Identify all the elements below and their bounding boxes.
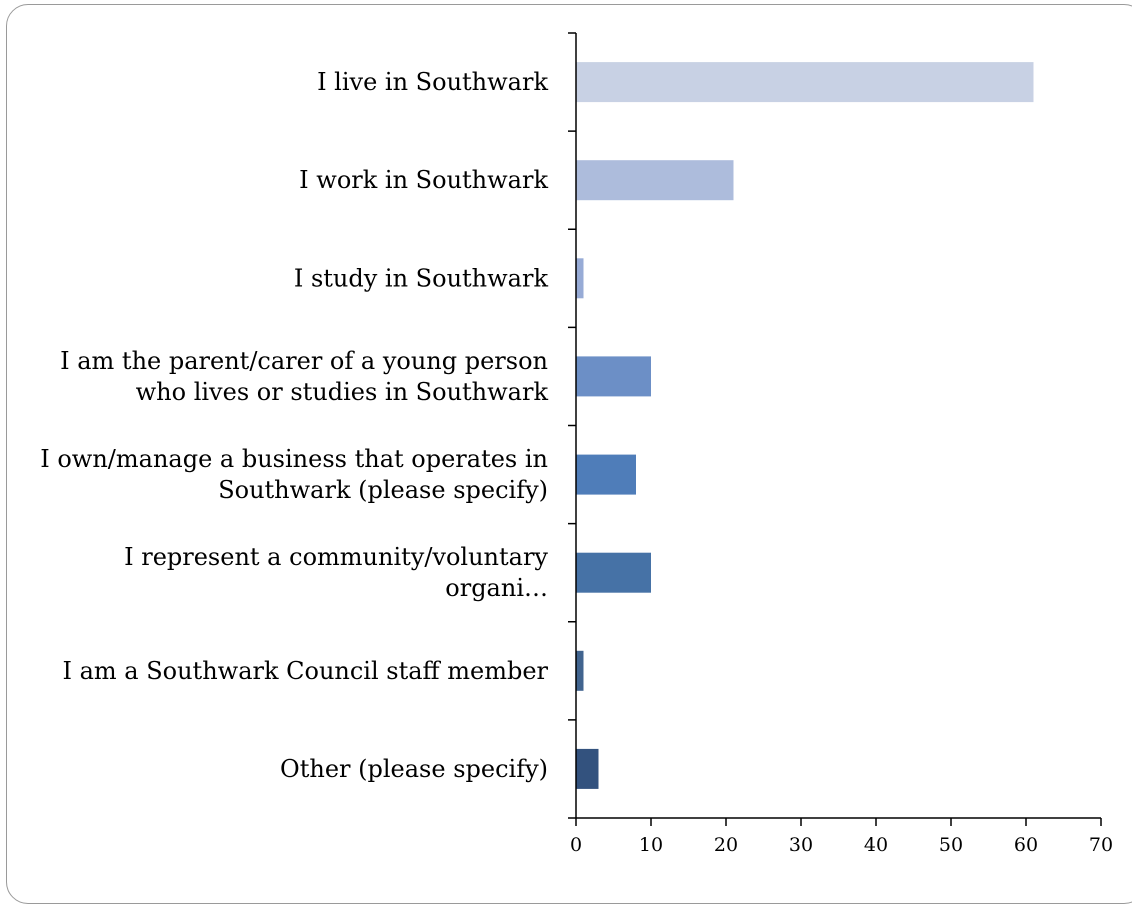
bar-1 — [576, 160, 734, 201]
x-tick-label-3: 30 — [789, 834, 813, 856]
bar-2 — [576, 258, 584, 299]
bars-group — [576, 62, 1034, 789]
bar-4 — [576, 454, 636, 495]
category-label-6: I am a Southwark Council staff member — [62, 657, 548, 685]
category-label-7: Other (please specify) — [280, 755, 548, 783]
category-labels: I live in Southwark I work in Southwark I … — [40, 68, 548, 783]
bar-5 — [576, 552, 651, 593]
x-tick-label-0: 0 — [570, 834, 582, 856]
tick-labels: 0 10 20 30 40 50 60 70 — [570, 834, 1113, 856]
x-tick-label-1: 10 — [639, 834, 663, 856]
category-label-0: I live in Southwark — [317, 68, 548, 96]
category-label-2: I study in Southwark — [294, 264, 549, 292]
x-tick-label-5: 50 — [939, 834, 963, 856]
bar-chart: I live in Southwark I work in Southwark I … — [40, 32, 1113, 856]
bar-0 — [576, 62, 1034, 103]
chart-frame — [6, 4, 1132, 904]
x-tick-label-7: 70 — [1089, 834, 1113, 856]
x-tick-label-4: 40 — [864, 834, 888, 856]
axes-group — [568, 32, 1102, 826]
x-tick-label-6: 60 — [1014, 834, 1038, 856]
bar-7 — [576, 748, 599, 789]
category-label-5: I represent a community/voluntary organi… — [124, 543, 548, 602]
category-label-1: I work in Southwark — [299, 166, 548, 194]
category-label-4: I own/manage a business that operates in… — [40, 445, 548, 504]
x-tick-label-2: 20 — [714, 834, 738, 856]
category-label-3: I am the parent/carer of a young person w… — [60, 347, 548, 406]
bar-6 — [576, 650, 584, 691]
bar-3 — [576, 356, 651, 397]
